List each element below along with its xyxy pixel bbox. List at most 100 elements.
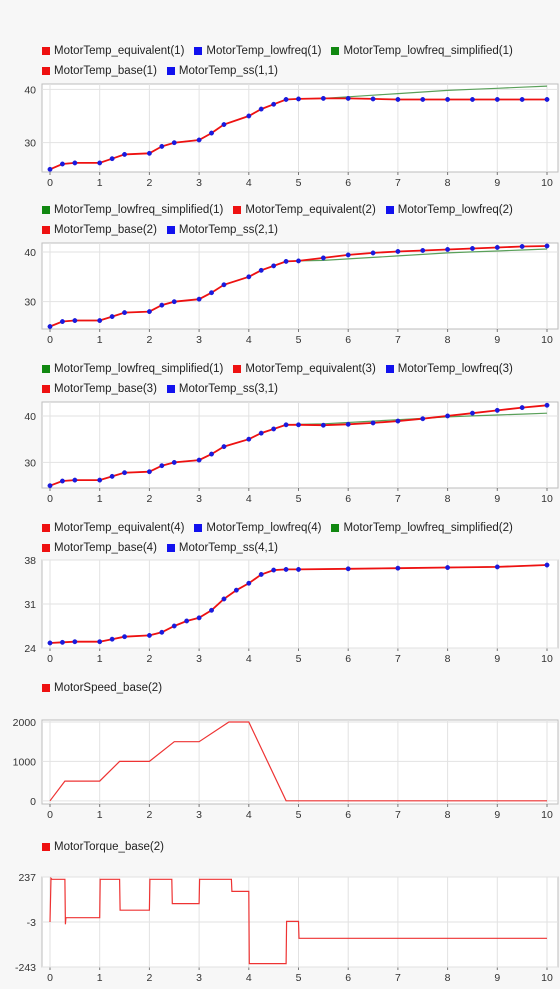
legend-swatch xyxy=(42,47,50,55)
data-point xyxy=(146,309,152,315)
y-tick-label: 38 xyxy=(24,555,36,567)
legend-item[interactable]: MotorTemp_ss(1,1) xyxy=(166,65,278,77)
x-tick-label: 6 xyxy=(345,809,351,821)
data-point xyxy=(122,470,128,476)
x-tick-label: 6 xyxy=(345,972,351,984)
x-tick-label: 2 xyxy=(146,653,152,665)
legend-row: MotorTemp_equivalent(1) MotorTemp_lowfreq… xyxy=(42,44,513,58)
data-point xyxy=(171,623,177,629)
data-point xyxy=(221,122,227,127)
legend-item[interactable]: MotorSpeed_base(2) xyxy=(42,682,162,694)
legend-swatch xyxy=(331,47,340,55)
x-tick-label: 4 xyxy=(246,493,252,505)
x-tick-label: 5 xyxy=(296,809,302,821)
legend-item[interactable]: MotorTemp_ss(2,1) xyxy=(166,224,278,236)
x-tick-label: 0 xyxy=(47,809,53,821)
data-point xyxy=(494,564,500,570)
legend-label: MotorTemp_base(3) xyxy=(54,383,157,395)
data-point xyxy=(59,478,65,484)
x-tick-label: 9 xyxy=(494,972,500,984)
x-tick-label: 8 xyxy=(445,177,451,189)
data-point xyxy=(445,413,451,419)
legend-item[interactable]: MotorTemp_lowfreq(4) xyxy=(194,522,321,534)
legend-swatch xyxy=(42,385,50,393)
data-point xyxy=(519,244,525,249)
legend-label: MotorTemp_equivalent(4) xyxy=(54,522,185,534)
data-point xyxy=(171,459,177,465)
y-tick-label: 30 xyxy=(24,297,36,309)
legend-item[interactable]: MotorTemp_lowfreq_simplified(2) xyxy=(331,522,513,534)
data-point xyxy=(258,267,264,273)
legend-item[interactable]: MotorTemp_equivalent(4) xyxy=(42,522,184,534)
x-tick-label: 3 xyxy=(196,334,202,346)
legend-item[interactable]: MotorTemp_lowfreq_simplified(1) xyxy=(331,45,513,57)
legend-swatch xyxy=(42,206,50,214)
data-point xyxy=(395,565,401,571)
legend-swatch xyxy=(42,544,50,552)
legend-label: MotorTemp_lowfreq(2) xyxy=(397,204,513,216)
x-tick-label: 1 xyxy=(97,493,103,505)
legend-item[interactable]: MotorTemp_ss(4,1) xyxy=(166,542,278,554)
x-tick-label: 7 xyxy=(395,177,401,189)
data-point xyxy=(159,143,165,149)
data-point xyxy=(109,156,115,162)
legend-swatch xyxy=(233,365,242,373)
legend-item[interactable]: MotorTemp_lowfreq(3) xyxy=(385,363,513,375)
legend-label: MotorTemp_base(2) xyxy=(54,224,157,236)
plot-area-2 xyxy=(41,242,559,330)
legend-swatch xyxy=(194,524,203,532)
legend-item[interactable]: MotorTemp_lowfreq_simplified(1) xyxy=(42,204,223,216)
data-point xyxy=(470,246,475,251)
x-tick-label: 7 xyxy=(395,972,401,984)
legend-item[interactable]: MotorTemp_base(3) xyxy=(42,383,157,395)
data-point xyxy=(209,451,214,457)
legend-item[interactable]: MotorTorque_base(2) xyxy=(42,841,164,853)
data-point xyxy=(246,113,252,119)
data-point xyxy=(271,101,277,107)
x-tick-label: 1 xyxy=(97,334,103,346)
y-tick-label: 24 xyxy=(24,643,36,655)
data-point xyxy=(72,318,78,323)
data-point xyxy=(544,243,550,249)
y-tick-label: -243 xyxy=(15,962,36,974)
legend-item[interactable]: MotorTemp_base(1) xyxy=(42,65,157,77)
data-point xyxy=(146,150,152,156)
legend-label: MotorTemp_base(4) xyxy=(54,542,157,554)
x-tick-label: 0 xyxy=(47,493,53,505)
legend-item[interactable]: MotorTemp_equivalent(3) xyxy=(233,363,376,375)
x-tick-label: 9 xyxy=(494,809,500,821)
legend-item[interactable]: MotorTemp_ss(3,1) xyxy=(166,383,278,395)
legend-item[interactable]: MotorTemp_equivalent(1) xyxy=(42,45,184,57)
legend-row: MotorTemp_base(2) MotorTemp_ss(2,1) xyxy=(42,223,278,237)
data-point xyxy=(146,632,152,638)
y-tick-label: 1000 xyxy=(13,756,37,768)
legend-swatch xyxy=(166,544,175,552)
x-tick-label: 9 xyxy=(494,177,500,189)
legend-swatch xyxy=(42,843,50,851)
legend-item[interactable]: MotorTemp_equivalent(2) xyxy=(233,204,376,216)
legend-swatch xyxy=(42,67,50,75)
data-point xyxy=(494,407,500,413)
legend-swatch xyxy=(385,206,394,214)
data-point xyxy=(445,247,451,252)
legend-item[interactable]: MotorTemp_base(2) xyxy=(42,224,157,236)
legend-item[interactable]: MotorTemp_lowfreq(1) xyxy=(194,45,321,57)
data-point xyxy=(544,562,550,568)
data-point xyxy=(345,566,351,572)
x-tick-label: 2 xyxy=(146,493,152,505)
legend-item[interactable]: MotorTemp_lowfreq_simplified(1) xyxy=(42,363,223,375)
x-tick-label: 6 xyxy=(345,493,351,505)
data-point xyxy=(258,106,264,112)
data-point xyxy=(271,263,277,269)
legend-swatch xyxy=(166,385,175,393)
x-tick-label: 3 xyxy=(196,972,202,984)
legend-item[interactable]: MotorTemp_base(4) xyxy=(42,542,157,554)
data-point xyxy=(345,252,351,258)
legend-item[interactable]: MotorTemp_lowfreq(2) xyxy=(385,204,513,216)
x-tick-label: 10 xyxy=(541,972,553,984)
x-tick-label: 4 xyxy=(246,809,252,821)
x-tick-label: 0 xyxy=(47,177,53,189)
data-point xyxy=(159,302,165,308)
x-tick-label: 10 xyxy=(541,493,553,505)
